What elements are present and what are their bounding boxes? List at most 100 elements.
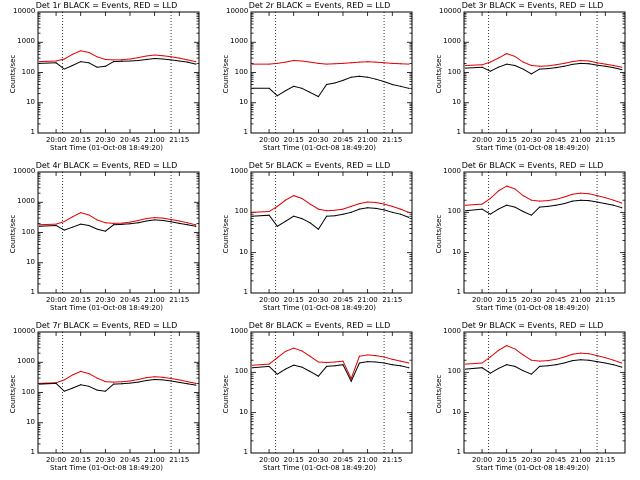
data-point [596,62,598,64]
data-point [284,61,287,63]
x-tick-label: 20:30 [308,136,329,144]
data-point [137,222,139,224]
y-tick-label: 1 [30,288,35,296]
data-point [588,193,590,195]
data-point [195,60,197,63]
plot-frame [37,331,200,454]
data-point [358,202,361,205]
data-point [317,361,319,363]
chart-svg [463,171,626,294]
data-point [112,381,115,383]
data-point [596,201,598,203]
x-tick-label: 21:15 [595,136,616,144]
data-point [317,62,319,64]
data-point [621,366,623,368]
y-tick-label: 100 [234,207,248,216]
data-point [408,362,410,364]
x-tick-label: 21:00 [144,296,165,304]
data-point [408,63,410,65]
data-point [71,374,74,376]
data-point [154,54,156,56]
data-point [88,224,90,227]
x-tick-label: 20:45 [545,456,567,464]
data-point [555,67,557,69]
chart-svg [250,171,413,294]
chart-svg [37,11,200,134]
data-point [580,199,582,201]
data-point [481,64,483,66]
data-point [162,58,164,60]
y-tick-label: 1 [456,448,461,456]
x-tick-label: 20:00 [471,296,493,304]
data-point [350,211,352,213]
data-point [588,359,590,361]
data-point [383,81,385,83]
panel-title: Det 1r BLACK = Events, RED = LLD [35,1,178,10]
data-point [408,216,410,218]
data-point [530,64,532,67]
data-point [383,209,385,211]
data-point [563,65,565,67]
data-point [538,206,541,208]
data-point [137,378,139,381]
data-point [522,68,524,70]
x-tick-label: 20:00 [45,296,67,304]
data-point [325,83,328,86]
data-point [268,214,270,216]
x-tick-label: 20:15 [283,136,304,144]
x-tick-label: 21:00 [570,136,591,144]
data-point [391,83,393,86]
data-point [129,58,131,60]
data-point [178,222,180,224]
chart-svg [463,11,626,134]
data-point [391,62,393,64]
data-point [604,197,606,199]
y-tick-label: 10 [239,247,248,256]
data-point [121,223,123,226]
data-point [104,65,106,67]
data-point [162,217,164,219]
x-tick-label: 20:30 [95,456,116,464]
data-point [571,63,574,66]
data-point [129,60,131,62]
x-tick-label: 21:15 [169,296,190,304]
data-point [71,387,74,389]
x-tick-label: 21:15 [169,456,190,464]
data-point [325,210,328,212]
x-tick-label: 20:15 [496,136,517,144]
y-tick-label: 100 [447,367,461,376]
data-point [497,367,500,370]
data-point [186,383,189,385]
x-tick-label: 20:45 [119,136,141,144]
data-point [80,223,82,225]
data-point [112,222,115,224]
data-point [350,62,352,64]
y-tick-label: 10000 [439,7,462,15]
data-point [530,373,532,375]
y-tick-label: 100 [234,367,248,376]
y-tick-label: 1 [456,128,461,136]
data-point [465,64,467,67]
data-point [481,367,483,369]
data-point [367,354,369,356]
plot-frame [463,331,626,454]
data-point [178,57,180,59]
chart-svg [250,11,413,134]
x-tick-label: 21:00 [144,456,165,464]
data-point [522,354,524,356]
data-point [514,206,516,208]
data-point [154,378,156,381]
data-point [317,375,319,377]
data-point [497,66,500,68]
data-point [137,59,139,62]
y-tick-label: 10 [452,97,461,106]
y-tick-label: 100 [447,67,461,76]
data-point [88,51,90,54]
x-tick-label: 20:45 [332,296,354,304]
data-point [555,358,557,360]
chart-panel: Det 9r BLACK = Events, RED = LLD Counts/s… [426,320,639,480]
data-point [154,217,156,219]
y-tick-label: 100 [21,67,35,76]
panel-title: Det 7r BLACK = Events, RED = LLD [35,321,178,330]
